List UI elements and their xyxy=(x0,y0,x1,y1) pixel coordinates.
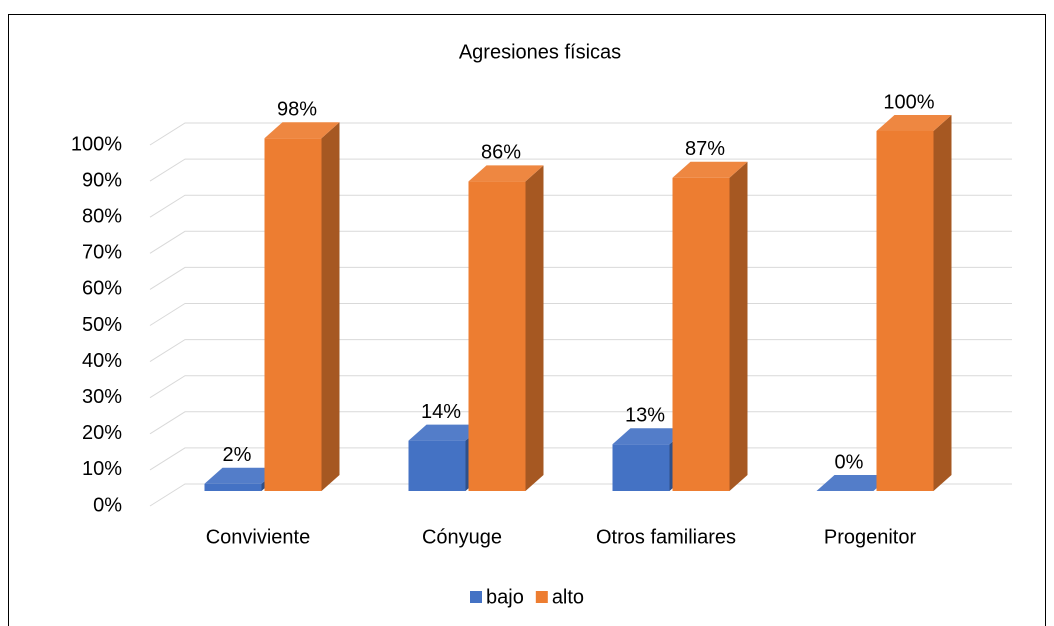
bar-front xyxy=(672,177,730,492)
chart-border xyxy=(8,14,1046,626)
data-label: 87% xyxy=(685,138,725,160)
bar-top xyxy=(204,467,280,484)
bar xyxy=(468,165,544,491)
chart-title: Agresiones físicas xyxy=(459,41,621,63)
bar-front xyxy=(264,138,322,491)
bar-top xyxy=(816,475,892,491)
y-tick-label: 40% xyxy=(82,350,122,372)
data-label: 98% xyxy=(277,98,317,120)
bar-top xyxy=(408,424,484,441)
legend-label: alto xyxy=(552,586,584,608)
y-tick-label: 30% xyxy=(82,386,122,408)
bar-top xyxy=(672,161,748,178)
x-tick-label: Progenitor xyxy=(824,526,917,548)
bar xyxy=(672,161,748,492)
grid-line xyxy=(149,158,1012,182)
x-tick-label: Conviviente xyxy=(206,526,311,548)
bar-front xyxy=(468,181,526,491)
x-tick-label: Otros familiares xyxy=(596,526,736,548)
y-tick-label: 0% xyxy=(93,494,122,516)
y-tick-label: 20% xyxy=(82,422,122,444)
bar-front xyxy=(408,440,466,491)
bar-top xyxy=(612,428,688,445)
data-label: 13% xyxy=(625,404,665,426)
data-label: 100% xyxy=(883,91,934,113)
bar xyxy=(876,115,952,491)
legend-swatch xyxy=(535,591,548,603)
legend-swatch xyxy=(470,591,482,603)
y-tick-label: 100% xyxy=(71,133,122,155)
x-tick-label: Cónyuge xyxy=(422,526,502,548)
y-tick-label: 50% xyxy=(82,314,122,336)
legend-label: bajo xyxy=(486,586,524,608)
bar-top xyxy=(264,122,340,139)
bar-side xyxy=(729,161,748,492)
grid-line xyxy=(149,122,1012,146)
bar-side xyxy=(933,115,952,491)
bar-front xyxy=(612,444,670,491)
data-label: 14% xyxy=(421,401,461,423)
y-tick-label: 70% xyxy=(82,242,122,264)
y-tick-label: 10% xyxy=(82,458,122,480)
data-label: 86% xyxy=(481,142,521,164)
data-label: 2% xyxy=(223,444,252,466)
bar-front xyxy=(876,131,934,491)
bar-side xyxy=(321,122,340,491)
y-tick-label: 60% xyxy=(82,278,122,300)
bar-top xyxy=(468,165,544,182)
bar-side xyxy=(525,165,544,491)
y-tick-label: 90% xyxy=(82,169,122,191)
y-tick-label: 80% xyxy=(82,205,122,227)
bar xyxy=(264,122,340,491)
data-label: 0% xyxy=(835,451,864,473)
bar-top xyxy=(876,115,952,131)
bar-front xyxy=(204,483,262,491)
bar xyxy=(816,475,892,491)
